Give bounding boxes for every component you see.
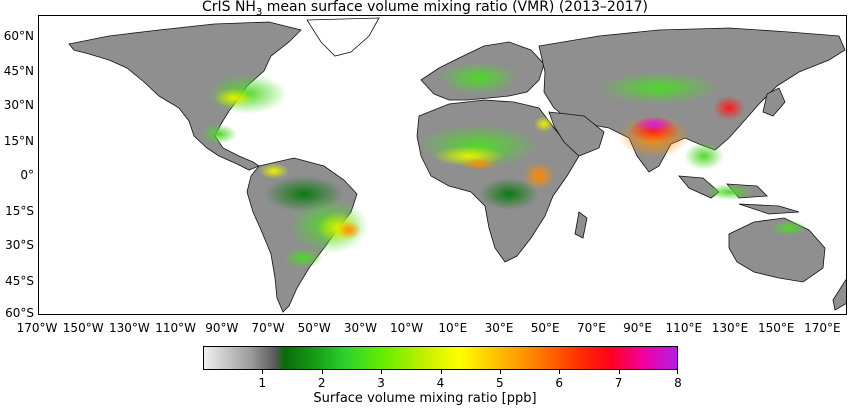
colorbar-tick-mark <box>321 370 323 374</box>
japan-landmass <box>762 87 786 117</box>
north-america-landmass <box>68 21 302 171</box>
world-map-svg <box>68 17 846 313</box>
indo-gangetic-hotspot <box>634 116 674 132</box>
colorbar-tick-label: 5 <box>496 376 504 390</box>
lat-tick-label: 15°S <box>5 204 34 218</box>
australia-hotspot <box>771 220 807 236</box>
madagascar-landmass <box>574 211 588 239</box>
lon-tick-label: 130°W <box>109 321 150 335</box>
central-asia-hotspot <box>599 72 719 104</box>
lon-tick-label: 110°E <box>665 321 703 335</box>
east-africa-hotspot <box>523 162 555 190</box>
lon-tick-label: 70°W <box>251 321 285 335</box>
central-africa-hotspot <box>479 178 539 210</box>
lon-tick-label: 130°E <box>711 321 749 335</box>
world-map <box>38 15 847 315</box>
lat-tick-label: 60°S <box>5 306 34 320</box>
lon-tick-label: 30°W <box>343 321 377 335</box>
arabia-landmass <box>548 111 605 157</box>
map-title: CrIS NH3 mean surface volume mixing rati… <box>0 0 850 20</box>
indonesia-hotspot <box>705 184 753 200</box>
lon-tick-label: 10°E <box>438 321 468 335</box>
lat-tick-label: 45°N <box>3 64 34 78</box>
title-prefix: CrIS NH <box>201 0 256 15</box>
colorbar-tick-mark <box>618 370 620 374</box>
lat-tick-label: 60°N <box>3 29 34 43</box>
colorbar-tick-mark <box>440 370 442 374</box>
greenland-landmass <box>306 17 380 57</box>
colorbar-tick-label: 8 <box>674 376 682 390</box>
lat-tick-label: 30°N <box>3 98 34 112</box>
lon-tick-label: 50°E <box>530 321 560 335</box>
mexico-hotspot <box>201 124 237 144</box>
colorbar <box>203 346 678 370</box>
lon-tick-label: 170°E <box>804 321 841 335</box>
colorbar-tick-label: 4 <box>436 376 445 390</box>
lon-tick-label: 50°W <box>297 321 331 335</box>
lat-tick-label: 30°S <box>5 238 34 252</box>
lon-tick-label: 110°W <box>155 321 196 335</box>
colorbar-tick-label: 1 <box>258 376 267 390</box>
brazil-peak-hotspot <box>337 221 361 239</box>
colorbar-tick-label: 7 <box>614 376 623 390</box>
colombia-hotspot <box>259 163 289 179</box>
colorbar-tick-mark <box>677 370 678 374</box>
lon-tick-label: 170°W <box>16 321 58 335</box>
europe-hotspot <box>439 62 519 94</box>
colorbar-tick-mark <box>499 370 501 374</box>
australia-landmass <box>728 217 826 283</box>
nh3-concentration-layer <box>201 62 846 298</box>
lon-tick-label: 90°E <box>623 321 653 335</box>
title-subscript: 3 <box>255 6 263 18</box>
lon-tick-label: 150°E <box>757 321 795 335</box>
lon-tick-label: 90°W <box>205 321 239 335</box>
china-hotspot <box>713 96 745 120</box>
lon-tick-label: 10°W <box>390 321 424 335</box>
colorbar-tick-label: 3 <box>377 376 385 390</box>
colorbar-tick-mark <box>381 370 383 374</box>
nile-hotspot <box>534 116 554 132</box>
colorbar-tick-label: 6 <box>555 376 564 390</box>
argentina-hotspot <box>283 248 323 268</box>
lon-tick-label: 30°E <box>484 321 514 335</box>
se-asia-hotspot <box>684 142 724 170</box>
lon-tick-label: 150°W <box>62 321 104 335</box>
sahel-peak-hotspot <box>461 158 497 170</box>
lon-tick-label: 70°E <box>576 321 606 335</box>
lat-tick-label: 45°S <box>5 274 34 288</box>
colorbar-tick-mark <box>262 370 264 374</box>
colorbar-tick-mark <box>559 370 561 374</box>
colorbar-label: Surface volume mixing ratio [ppb] <box>313 391 537 406</box>
colorbar-tick-label: 2 <box>317 376 326 390</box>
us-midwest-hotspot <box>214 88 254 108</box>
lat-tick-label: 15°N <box>3 134 34 148</box>
new-zealand-landmass <box>832 278 846 311</box>
new-zealand-hotspot <box>845 286 846 298</box>
title-suffix: mean surface volume mixing ratio (VMR) (… <box>262 0 649 15</box>
lat-tick-label: 0° <box>20 168 34 182</box>
